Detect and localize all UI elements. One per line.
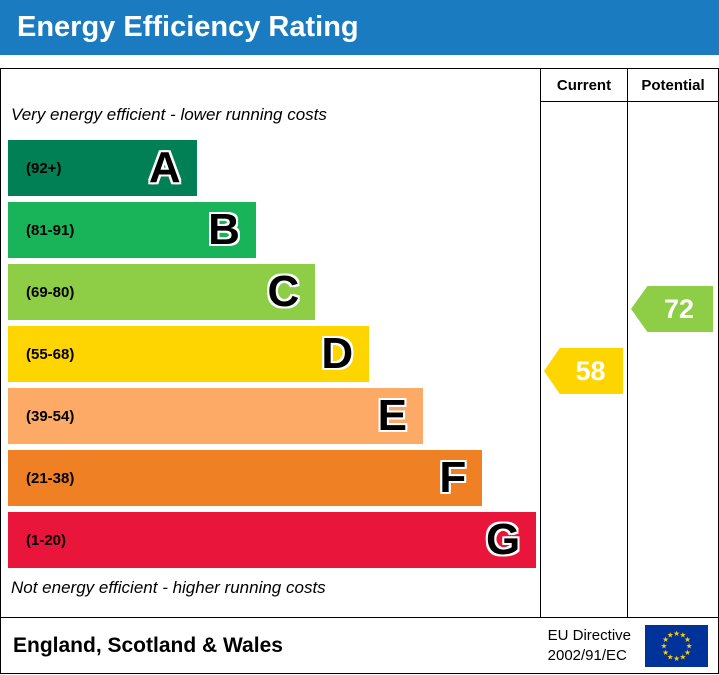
band-letter: B — [208, 205, 240, 254]
band-c: (69-80) C — [8, 264, 316, 320]
svg-text:★: ★ — [686, 641, 693, 650]
region-label: England, Scotland & Wales — [13, 633, 283, 657]
svg-text:★: ★ — [684, 635, 691, 644]
potential-column-header: Potential — [627, 69, 718, 102]
page-title: Energy Efficiency Rating — [17, 11, 359, 43]
current-rating-value: 58 — [575, 355, 606, 386]
band-range: (69-80) — [26, 283, 75, 301]
band-letter: E — [377, 391, 408, 440]
band-letter: C — [267, 267, 300, 316]
eu-directive-text: EU Directive 2002/91/EC — [548, 626, 631, 665]
rating-scale-column: Very energy efficient - lower running co… — [1, 69, 540, 617]
current-column-header: Current — [540, 69, 627, 102]
band-d: (55-68) D — [8, 326, 370, 382]
band-f: (21-38) F — [8, 450, 483, 506]
band-range: (81-91) — [26, 221, 75, 239]
top-note: Very energy efficient - lower running co… — [11, 105, 327, 124]
band-g: (1-20) G — [8, 512, 537, 568]
epc-chart: Very energy efficient - lower running co… — [0, 68, 719, 674]
potential-rating-value: 72 — [663, 293, 695, 324]
svg-text:★: ★ — [680, 630, 687, 639]
band-letter: D — [321, 329, 354, 378]
eu-directive-line1: EU Directive — [547, 627, 631, 644]
svg-text:★: ★ — [684, 647, 691, 656]
band-range: (1-20) — [26, 531, 67, 549]
band-range: (92+) — [26, 159, 62, 177]
band-letter: A — [148, 143, 181, 192]
eu-directive-line2: 2002/91/EC — [547, 646, 627, 664]
band-a: (92+) A — [8, 140, 197, 196]
svg-text:★: ★ — [673, 654, 680, 663]
svg-text:★: ★ — [662, 635, 669, 644]
svg-text:★: ★ — [662, 647, 669, 656]
current-column: 58 — [540, 102, 627, 617]
potential-column: 72 — [627, 102, 718, 617]
band-letter: G — [485, 515, 521, 564]
band-range: (21-38) — [26, 469, 75, 487]
band-range: (55-68) — [26, 345, 75, 363]
svg-text:★: ★ — [661, 641, 668, 650]
band-range: (39-54) — [26, 407, 75, 425]
bottom-note: Not energy efficient - higher running co… — [11, 578, 326, 597]
band-b: (81-91) B — [8, 202, 256, 258]
eu-flag-icon: ★ ★ ★ ★ ★ ★ ★ ★ ★ ★ ★ ★ — [645, 624, 708, 667]
svg-text:★: ★ — [673, 628, 680, 637]
title-bar: Energy Efficiency Rating — [0, 0, 719, 55]
band-e: (39-54) E — [8, 388, 424, 444]
svg-text:★: ★ — [680, 652, 687, 661]
band-letter: F — [439, 453, 467, 502]
svg-text:★: ★ — [667, 630, 674, 639]
svg-text:★: ★ — [667, 652, 674, 661]
potential-rating-pointer: 72 — [631, 286, 713, 332]
rating-table: Very energy efficient - lower running co… — [1, 69, 718, 617]
footer: England, Scotland & Wales EU Directive 2… — [1, 617, 718, 673]
current-rating-pointer: 58 — [544, 348, 623, 394]
